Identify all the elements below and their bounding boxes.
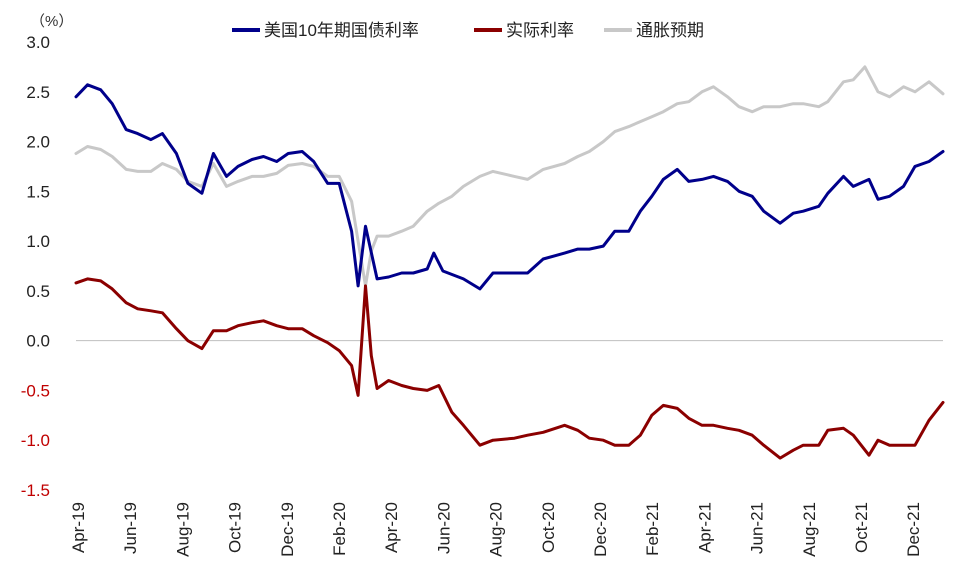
y-tick-label: 1.5 [26, 182, 50, 201]
x-tick-label: Apr-21 [695, 502, 714, 553]
y-tick-label: 2.0 [26, 133, 50, 152]
x-tick-label: Oct-20 [539, 502, 558, 553]
legend-label-inflation: 通胀预期 [636, 21, 704, 40]
x-tick-label: Feb-21 [643, 502, 662, 556]
legend-label-treasury: 美国10年期国债利率 [264, 21, 419, 40]
series-line-real-rate [74, 277, 945, 460]
x-tick-label: Aug-21 [800, 502, 819, 557]
x-tick-label: Aug-19 [173, 502, 192, 557]
y-tick-label: -1.5 [21, 481, 50, 500]
y-unit-label: （%） [30, 13, 73, 30]
x-tick-label: Feb-20 [330, 502, 349, 556]
y-tick-label: 2.5 [26, 83, 50, 102]
x-tick-label: Jun-20 [434, 502, 453, 554]
x-tick-label: Dec-20 [591, 502, 610, 557]
y-tick-label: 1.0 [26, 232, 50, 251]
series-line-treasury [74, 83, 945, 291]
x-tick-label: Apr-20 [382, 502, 401, 553]
y-tick-label: -0.5 [21, 381, 50, 400]
x-tick-label: Aug-20 [487, 502, 506, 557]
x-tick-label: Dec-21 [904, 502, 923, 557]
y-tick-label: 0.5 [26, 282, 50, 301]
x-tick-label: Oct-21 [852, 502, 871, 553]
y-tick-label: -1.0 [21, 431, 50, 450]
legend: 美国10年期国债利率 实际利率 通胀预期 [232, 21, 704, 40]
y-axis: 3.0 2.5 2.0 1.5 1.0 0.5 0.0 -0.5 -1.0 -1.5 [21, 33, 50, 500]
series-line-inflation [74, 65, 945, 288]
x-tick-label: Oct-19 [226, 502, 245, 553]
series-layer [74, 65, 945, 460]
y-tick-label: 3.0 [26, 33, 50, 52]
x-tick-label: Dec-19 [278, 502, 297, 557]
x-axis: Apr-19 Jun-19 Aug-19 Oct-19 Dec-19 Feb-20 Apr-… [69, 340, 943, 557]
y-tick-label: 0.0 [26, 332, 50, 351]
x-tick-label: Jun-19 [121, 502, 140, 554]
x-tick-label: Apr-19 [69, 502, 88, 553]
legend-label-real-rate: 实际利率 [506, 21, 574, 40]
x-tick-label: Jun-21 [748, 502, 767, 554]
